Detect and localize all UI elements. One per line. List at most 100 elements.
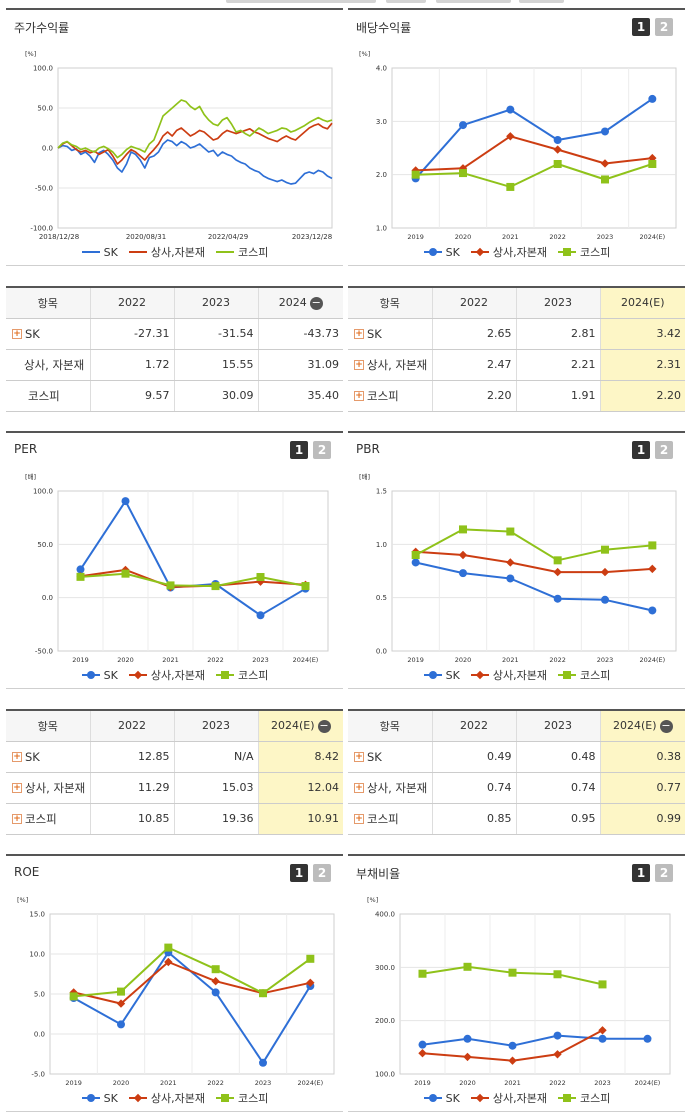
page-1-button[interactable]: 1 — [632, 18, 650, 36]
cell: 2.21 — [515, 349, 600, 381]
x-tick-label: 2023 — [594, 1079, 611, 1087]
legend-item[interactable]: 코스피 — [557, 1090, 610, 1106]
cell: 31.09 — [257, 349, 343, 381]
page-1-button[interactable]: 1 — [290, 441, 308, 459]
legend-item[interactable]: 코스피 — [557, 667, 610, 683]
series-line — [422, 1034, 648, 1047]
data-point — [459, 169, 467, 178]
expand-icon[interactable]: + — [12, 814, 22, 824]
chart-legend: SK 상사,자본재 코스피 — [348, 667, 685, 683]
legend-item[interactable]: 상사,자본재 — [128, 244, 205, 260]
legend-item[interactable]: SK — [423, 246, 460, 259]
data-point — [411, 558, 420, 567]
chart-title: 배당수익률 — [356, 21, 412, 35]
row-label-text: 상사, 자본재 — [367, 780, 428, 795]
series-line — [80, 572, 306, 588]
data-point — [508, 1041, 517, 1050]
x-tick-label: 2024(E) — [639, 656, 665, 664]
legend-item[interactable]: 코스피 — [215, 244, 268, 260]
legend-item[interactable]: 상사,자본재 — [470, 244, 547, 260]
data-point — [418, 969, 427, 978]
page-2-button[interactable]: 2 — [655, 864, 673, 882]
data-point — [648, 564, 657, 574]
x-tick-label: 2021 — [504, 1079, 521, 1087]
table-row: + 코스피 0.85 0.95 0.99 — [348, 803, 685, 835]
page-2-button[interactable]: 2 — [655, 441, 673, 459]
page-1-button[interactable]: 1 — [632, 441, 650, 459]
legend-swatch — [423, 671, 442, 679]
expand-icon[interactable]: + — [354, 814, 364, 824]
dividend-yield-table: 항목 2022 2023 2024(E) + SK 2.65 2.81 3.42 … — [348, 286, 685, 412]
dividend-yield-chart: [%] 4.0 3.0 2.0 1.0 2019 2020 2021 2022 2023 2024(… — [359, 50, 677, 241]
legend-item[interactable]: 상사,자본재 — [470, 667, 547, 683]
page-2-button[interactable]: 2 — [313, 441, 331, 459]
data-point — [600, 159, 610, 168]
y-unit-label: [%] — [359, 50, 370, 58]
y-unit-label: [배] — [359, 472, 370, 481]
expand-icon[interactable]: + — [354, 783, 364, 793]
expand-icon[interactable]: + — [12, 783, 22, 793]
col-header: 2023 — [515, 286, 600, 319]
legend-item[interactable]: SK — [423, 1092, 460, 1105]
data-point — [459, 121, 467, 130]
expand-icon[interactable]: + — [354, 391, 364, 401]
legend-item[interactable]: SK — [81, 1092, 118, 1105]
collapse-icon[interactable]: − — [659, 718, 673, 733]
y-tick-label: 400.0 — [375, 911, 395, 919]
table-row: + 상사, 자본재 11.29 15.03 12.04 — [6, 772, 343, 804]
page-1-button[interactable]: 1 — [290, 864, 308, 882]
legend-label: 코스피 — [237, 669, 269, 682]
col-header-item: 항목 — [6, 286, 90, 319]
legend-swatch — [81, 251, 100, 253]
expand-icon[interactable]: + — [12, 329, 22, 339]
chart-legend: SK 상사,자본재 코스피 — [6, 244, 343, 260]
page-2-button[interactable]: 2 — [655, 18, 673, 36]
y-unit-label: [배] — [25, 472, 36, 481]
data-point — [508, 1056, 517, 1065]
legend-item[interactable]: 코스피 — [557, 244, 610, 260]
chart-title: PBR — [356, 442, 380, 456]
legend-item[interactable]: 상사,자본재 — [470, 1090, 547, 1106]
y-unit-label: [%] — [367, 896, 378, 904]
legend-item[interactable]: SK — [81, 246, 118, 259]
y-tick-label: -100.0 — [30, 225, 53, 233]
data-point — [601, 545, 609, 554]
series-line — [57, 122, 333, 165]
legend-item[interactable]: 상사,자본재 — [128, 1090, 205, 1106]
x-tick-label: 2022 — [549, 1079, 566, 1087]
cell: 15.03 — [173, 772, 258, 804]
cell: 2.65 — [431, 318, 516, 350]
data-point — [562, 671, 571, 679]
legend-item[interactable]: SK — [81, 669, 118, 682]
col-header: 2022 — [431, 286, 516, 319]
expand-icon[interactable]: + — [354, 329, 364, 339]
y-tick-label: 0.0 — [376, 648, 387, 656]
legend-label: 상사,자본재 — [150, 246, 205, 259]
page-2-button[interactable]: 2 — [313, 864, 331, 882]
expand-icon[interactable]: + — [354, 752, 364, 762]
expand-icon[interactable]: + — [354, 360, 364, 370]
legend-label: 코스피 — [579, 669, 611, 682]
col-header-label: 2024 — [278, 296, 307, 309]
legend-label: 코스피 — [579, 246, 611, 259]
collapse-icon[interactable]: − — [309, 295, 323, 310]
row-label-text: 코스피 — [28, 388, 60, 403]
data-point — [508, 968, 517, 977]
page-1-button[interactable]: 1 — [632, 864, 650, 882]
x-tick-label: 2021 — [502, 233, 519, 241]
data-point — [475, 247, 485, 257]
expand-icon[interactable]: + — [12, 752, 22, 762]
chart-title: 부채비율 — [356, 867, 401, 881]
legend-label: 상사,자본재 — [492, 669, 547, 682]
y-tick-label: 10.0 — [29, 951, 45, 959]
legend-label: 상사,자본재 — [150, 1092, 205, 1105]
legend-item[interactable]: SK — [423, 669, 460, 682]
legend-item[interactable]: 코스피 — [215, 667, 268, 683]
legend-item[interactable]: 상사,자본재 — [128, 667, 205, 683]
col-header: 2023 — [173, 709, 258, 742]
legend-label: SK — [445, 245, 460, 259]
collapse-icon[interactable]: − — [317, 718, 331, 733]
legend-item[interactable]: 코스피 — [215, 1090, 268, 1106]
cell: 1.91 — [515, 380, 600, 412]
cell: 1.72 — [89, 349, 174, 381]
